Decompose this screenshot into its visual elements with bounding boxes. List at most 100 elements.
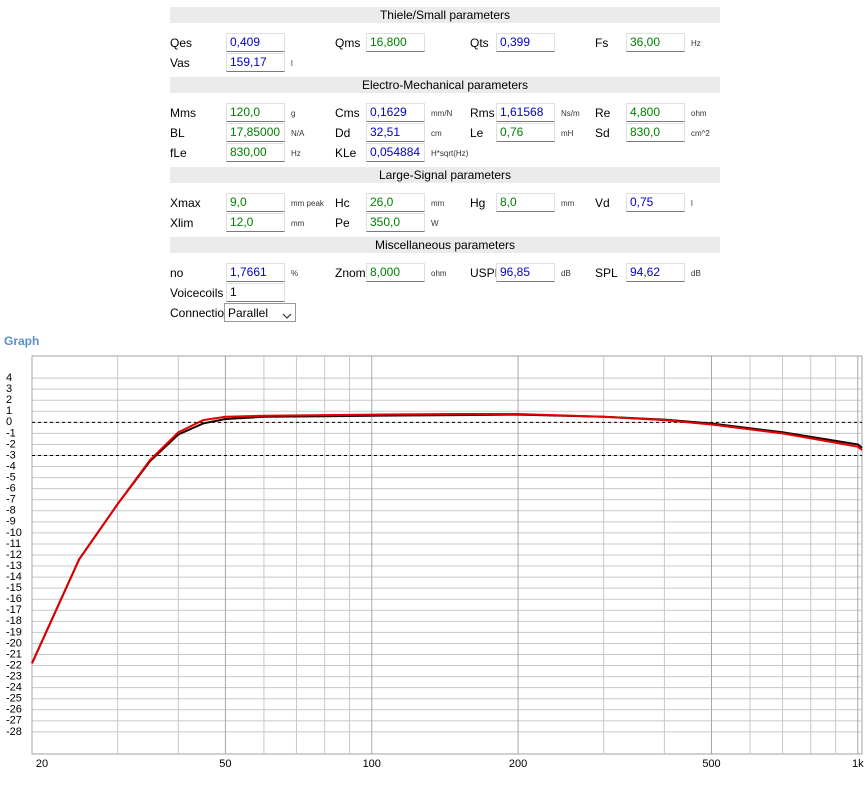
field-label: Pe xyxy=(335,216,350,230)
x-tick-label: 50 xyxy=(219,758,231,770)
input-box[interactable]: 0,76 xyxy=(496,123,555,142)
x-tick-label: 500 xyxy=(702,758,720,770)
y-tick-label: -3 xyxy=(6,449,16,461)
y-tick-label: -4 xyxy=(6,460,16,472)
y-tick-label: -8 xyxy=(6,505,16,517)
field-label: Znom xyxy=(335,266,366,280)
input-box[interactable]: 1 xyxy=(226,283,285,302)
graph: Graph -28-27-26-25-24-23-22-21-20-19-18-… xyxy=(4,334,864,770)
y-tick-label: -5 xyxy=(6,472,16,484)
input-box[interactable]: 0,1629 xyxy=(366,103,425,122)
unit-label: cm^2 xyxy=(691,129,710,138)
y-tick-label: -11 xyxy=(6,538,21,550)
field-label: Hc xyxy=(335,196,350,210)
y-tick-label: 0 xyxy=(6,416,12,428)
field-label: Fs xyxy=(595,36,609,50)
input-box[interactable]: 96,85 xyxy=(496,263,555,282)
y-tick-label: -27 xyxy=(6,715,22,727)
field-label: KLe xyxy=(335,146,357,160)
field-label: Connection xyxy=(170,306,231,320)
unit-label: H*sqrt(Hz) xyxy=(431,149,469,158)
unit-label: mH xyxy=(561,129,574,138)
input-box[interactable]: 0,399 xyxy=(496,33,555,52)
input-box[interactable]: 0,75 xyxy=(626,193,685,212)
unit-label: dB xyxy=(561,269,571,278)
y-tick-label: -1 xyxy=(6,427,16,439)
input-box[interactable]: 350,0 xyxy=(366,213,425,232)
y-tick-label: -19 xyxy=(6,626,22,638)
field-label: USPL xyxy=(470,266,502,280)
field-label: Vd xyxy=(595,196,610,210)
chevron[interactable] xyxy=(282,311,292,321)
y-tick-label: -18 xyxy=(6,615,22,627)
field-label: Sd xyxy=(595,126,610,140)
input-box[interactable]: 830,00 xyxy=(226,143,285,162)
input-box[interactable]: 1,61568 xyxy=(496,103,555,122)
input-box[interactable]: 26,0 xyxy=(366,193,425,212)
unit-label: mm xyxy=(431,199,445,208)
y-tick-label: -7 xyxy=(6,494,16,506)
y-tick-label: -20 xyxy=(6,637,22,649)
y-tick-label: 1 xyxy=(6,405,12,417)
unit-label: W xyxy=(431,219,439,228)
input-box[interactable]: 17,85000 xyxy=(226,123,285,142)
field-label: Re xyxy=(595,106,611,120)
field-label: Mms xyxy=(170,106,196,120)
field-label: fLe xyxy=(170,146,187,160)
field-label: Hg xyxy=(470,196,486,210)
y-tick-label: 3 xyxy=(6,383,12,395)
input-box[interactable]: 32,51 xyxy=(366,123,425,142)
field-label: Cms xyxy=(335,106,360,120)
input-box[interactable]: 159,17 xyxy=(226,53,285,72)
unit-label: mm xyxy=(561,199,575,208)
field-label: Voicecoils xyxy=(170,286,224,300)
unit-label: g xyxy=(291,109,296,118)
input-box[interactable]: 94,62 xyxy=(626,263,685,282)
input-box[interactable]: 1,7661 xyxy=(226,263,285,282)
select-box[interactable] xyxy=(224,303,296,322)
graph-title: Graph xyxy=(4,334,39,348)
parameter-panel: Thiele/Small parameters Qes 0,409 Qms 16,800… xyxy=(165,4,725,329)
select-chevron[interactable] xyxy=(282,308,292,321)
field-label: Rms xyxy=(470,106,495,120)
unit-label: l xyxy=(691,199,693,208)
unit-label: mm xyxy=(291,219,305,228)
y-tick-label: -24 xyxy=(6,682,22,694)
unit-label: mm peak xyxy=(291,199,324,208)
y-tick-label: -14 xyxy=(6,571,22,583)
input-box[interactable]: 0,409 xyxy=(226,33,285,52)
y-tick-label: -28 xyxy=(6,726,22,738)
input-box[interactable]: 0,054884 xyxy=(366,143,425,162)
unit-label: cm xyxy=(431,129,442,138)
select-value[interactable]: Parallel xyxy=(228,306,269,320)
field-label: Qes xyxy=(170,36,193,50)
unit-label: ohm xyxy=(431,269,447,278)
input-box[interactable]: 120,0 xyxy=(226,103,285,122)
x-tick-label: 20 xyxy=(36,758,48,770)
section-header: Miscellaneous parameters xyxy=(170,237,720,253)
field-label: Le xyxy=(470,126,484,140)
field-label: Qts xyxy=(470,36,489,50)
input-box[interactable]: 36,00 xyxy=(626,33,685,52)
input-box[interactable]: 16,800 xyxy=(366,33,425,52)
field-label: Xlim xyxy=(170,216,194,230)
unit-label: N/A xyxy=(291,129,305,138)
field-label: Dd xyxy=(335,126,351,140)
section-header: Electro-Mechanical parameters xyxy=(170,77,720,93)
field-label: BL xyxy=(170,126,185,140)
input-box[interactable]: 9,0 xyxy=(226,193,285,212)
y-tick-label: 4 xyxy=(6,372,12,384)
y-tick-label: -23 xyxy=(6,671,22,683)
input-box[interactable]: 12,0 xyxy=(226,213,285,232)
y-tick-label: -2 xyxy=(6,438,16,450)
y-tick-label: -12 xyxy=(6,549,22,561)
input-box[interactable]: 8,000 xyxy=(366,263,425,282)
input-box[interactable]: 8,0 xyxy=(496,193,555,212)
input-box[interactable]: 830,0 xyxy=(626,123,685,142)
input-box[interactable]: 4,800 xyxy=(626,103,685,122)
x-tick-label: 200 xyxy=(509,758,527,770)
y-tick-label: -15 xyxy=(6,582,22,594)
y-tick-label: -17 xyxy=(6,604,22,616)
field-label: Vas xyxy=(170,56,190,70)
